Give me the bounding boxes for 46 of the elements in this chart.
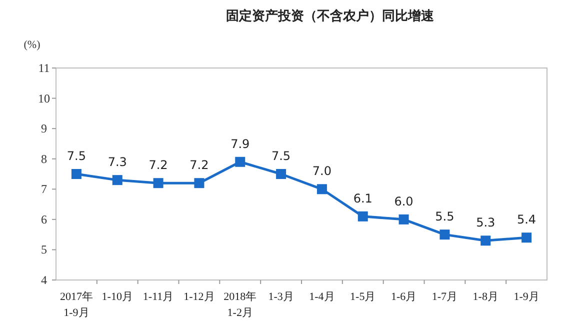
data-label: 5.5 <box>435 210 454 224</box>
data-label: 7.3 <box>108 155 127 170</box>
x-tick-label: 1-3月 <box>268 291 294 303</box>
y-tick-label: 8 <box>41 152 47 166</box>
x-tick-label: 1-12月 <box>184 291 215 303</box>
x-tick-label: 2017年 1-9月 <box>60 291 93 319</box>
data-label: 6.0 <box>394 194 414 208</box>
x-tick-label: 1-8月 <box>472 291 498 303</box>
data-label: 7.5 <box>66 149 86 163</box>
data-label: 7.2 <box>190 158 209 172</box>
data-label: 5.3 <box>476 216 496 230</box>
data-label: 6.1 <box>353 191 372 206</box>
y-axis-title: (%) <box>24 39 41 51</box>
y-tick-label: 11 <box>38 61 50 75</box>
point <box>235 156 246 167</box>
x-tick-label: 2018年 1-2月 <box>224 291 257 319</box>
y-tick-label: 4 <box>41 273 47 287</box>
x-tick-label: 1-10月 <box>102 291 133 303</box>
y-tick-label: 9 <box>41 122 47 136</box>
y-tick-label: 6 <box>41 212 47 226</box>
y-tick-label: 10 <box>38 91 50 106</box>
point <box>194 178 204 188</box>
x-tick-label: 1-7月 <box>432 291 458 303</box>
y-tick-label: 7 <box>41 182 47 196</box>
x-tick-label: 1-9月 <box>514 291 540 303</box>
data-label: 7.5 <box>271 149 291 163</box>
data-label: 7.0 <box>312 164 332 178</box>
point <box>358 211 368 222</box>
point <box>316 184 327 194</box>
x-tick-label: 1-5月 <box>350 291 376 303</box>
x-tick-label: 1-11月 <box>142 291 174 303</box>
point <box>522 232 532 243</box>
point <box>112 175 122 186</box>
data-label: 7.2 <box>148 158 168 172</box>
point <box>153 178 164 188</box>
data-label: 5.4 <box>516 212 536 227</box>
chart-title: 固定资产投资（不含农户）同比增速 <box>226 8 435 24</box>
point <box>480 236 491 246</box>
point <box>398 214 409 224</box>
data-label: 7.9 <box>230 136 250 151</box>
y-tick-label: 5 <box>41 242 47 257</box>
x-tick-label: 1-6月 <box>390 291 417 303</box>
point <box>71 169 82 179</box>
x-tick-label: 1-4月 <box>309 291 335 303</box>
point <box>276 169 286 179</box>
point <box>440 230 450 240</box>
